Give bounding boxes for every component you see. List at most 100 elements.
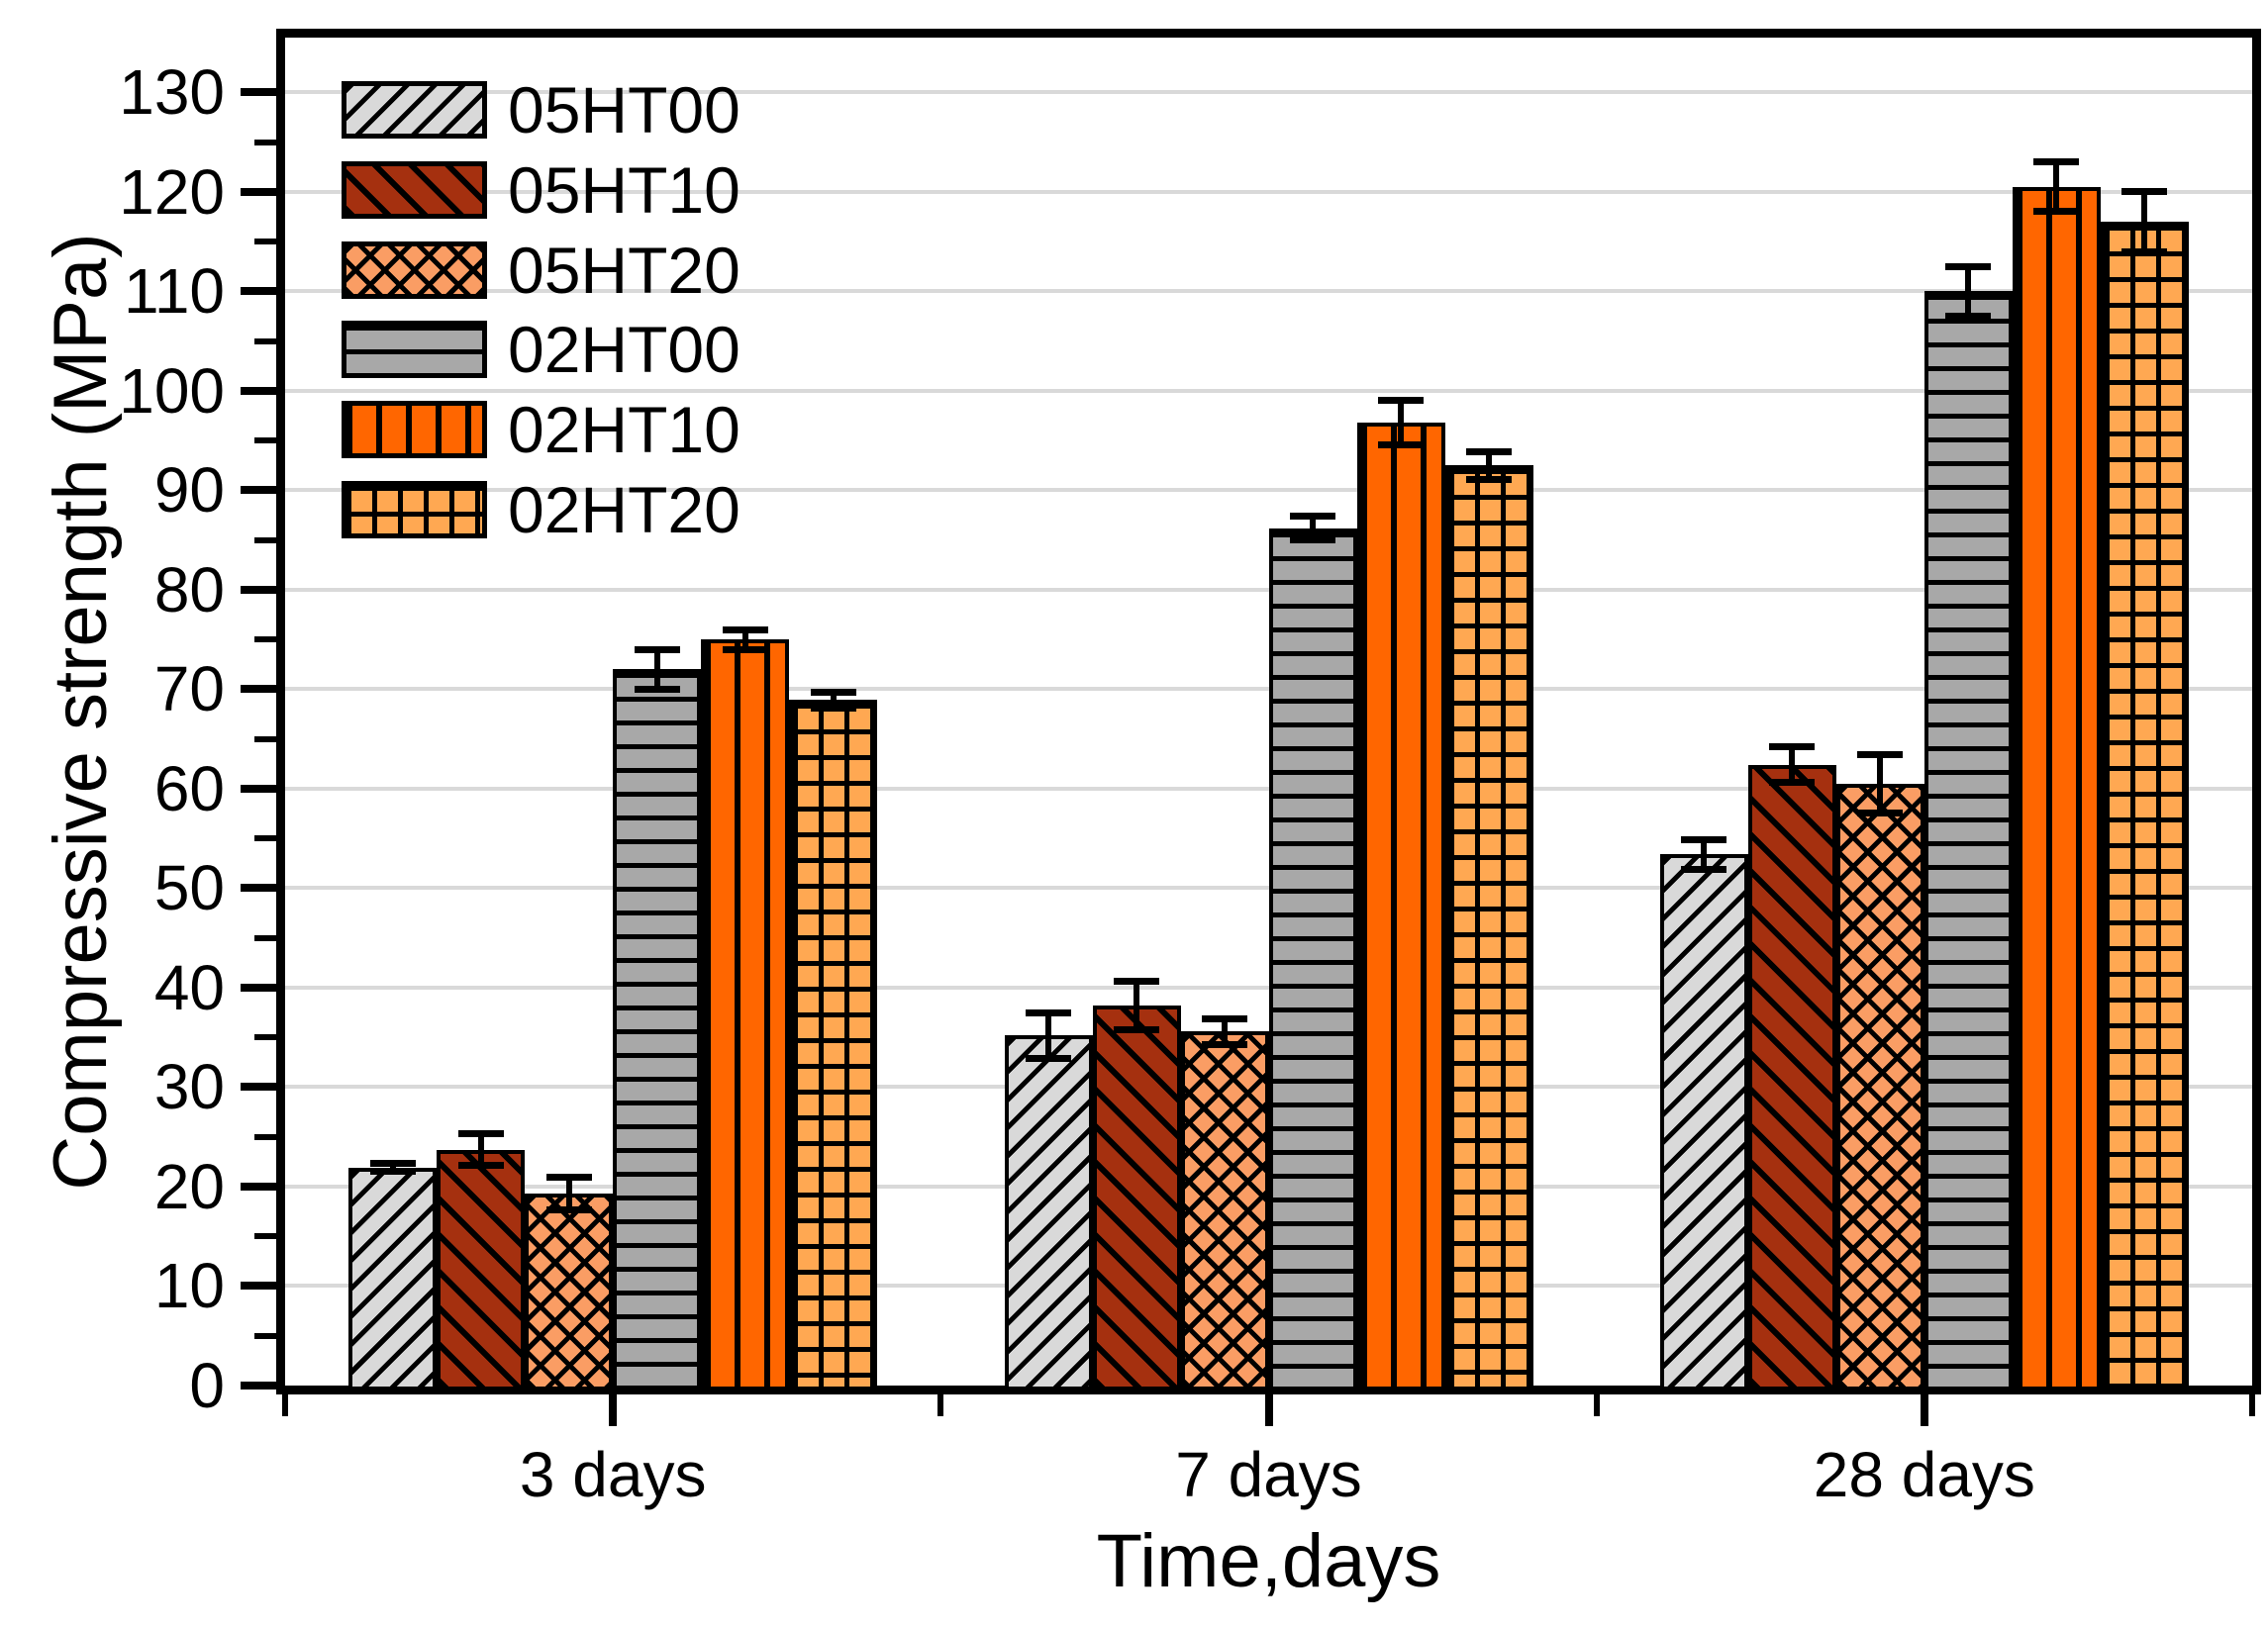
error-bar-cap-bottom	[457, 1162, 504, 1170]
gridline	[285, 90, 2252, 95]
y-major-tick	[241, 486, 276, 495]
error-bar-stem	[389, 1163, 396, 1172]
bar-05HT00-1	[348, 1167, 438, 1390]
error-bar-cap-bottom	[722, 645, 768, 653]
error-bar-stem	[1789, 746, 1796, 783]
error-bar-cap-top	[2121, 188, 2168, 196]
error-bar-cap-bottom	[1681, 865, 1727, 873]
error-bar-cap-top	[2033, 158, 2080, 166]
y-major-tick	[241, 386, 276, 395]
y-major-tick	[241, 1182, 276, 1191]
error-bar-cap-bottom	[1026, 1054, 1071, 1062]
y-tick-label: 60	[153, 752, 225, 824]
bar-02HT00-2	[1268, 527, 1357, 1390]
error-bar-cap-bottom	[545, 1205, 592, 1213]
error-bar-cap-bottom	[1114, 1025, 1159, 1033]
error-bar-cap-top	[545, 1174, 592, 1182]
y-tick-label: 80	[153, 553, 225, 625]
y-minor-tick	[254, 1233, 276, 1240]
y-minor-tick	[254, 835, 276, 842]
bar-02HT20-3	[2100, 221, 2189, 1390]
error-bar-cap-top	[722, 625, 768, 633]
error-bar-cap-bottom	[1378, 440, 1424, 448]
legend-item-02HT20: 02HT20	[342, 477, 936, 550]
x-minor-tick	[2249, 1394, 2255, 1416]
bar-02HT00-3	[1923, 291, 2013, 1390]
legend-swatch-05HT10	[342, 160, 487, 219]
bar-05HT10-1	[437, 1149, 526, 1390]
legend-swatch-05HT20	[342, 240, 487, 299]
error-bar-cap-bottom	[1290, 536, 1335, 544]
error-bar-cap-bottom	[1466, 475, 1512, 483]
error-bar-stem	[2053, 161, 2060, 212]
y-major-tick	[241, 685, 276, 694]
y-minor-tick	[254, 1034, 276, 1041]
bar-02HT10-2	[1356, 422, 1445, 1390]
error-bar-cap-top	[810, 688, 856, 696]
error-bar-stem	[1398, 400, 1404, 445]
y-tick-label: 50	[153, 852, 225, 924]
error-bar-cap-top	[1681, 835, 1727, 843]
y-major-tick	[241, 983, 276, 992]
error-bar-cap-top	[1202, 1014, 1247, 1022]
legend-label-05HT10: 05HT10	[508, 152, 740, 227]
bar-02HT20-1	[789, 700, 878, 1390]
y-minor-tick	[254, 239, 276, 245]
y-minor-tick	[254, 1133, 276, 1140]
bar-02HT00-1	[613, 669, 702, 1390]
error-bar-stem	[1486, 451, 1492, 480]
legend-label-05HT20: 05HT20	[508, 233, 740, 307]
error-bar-cap-bottom	[2121, 247, 2168, 255]
gridline	[285, 289, 2252, 294]
error-bar-stem	[653, 649, 660, 690]
x-minor-tick	[282, 1394, 288, 1416]
legend-item-02HT10: 02HT10	[342, 397, 936, 470]
error-bar-cap-top	[1945, 262, 1992, 270]
y-tick-label: 130	[119, 56, 225, 129]
y-tick-label: 110	[123, 255, 225, 328]
legend-swatch-02HT00	[342, 321, 487, 379]
bar-05HT20-2	[1180, 1031, 1269, 1390]
bar-05HT20-1	[525, 1194, 614, 1390]
error-bar-cap-bottom	[810, 704, 856, 712]
y-tick-label: 20	[153, 1150, 225, 1222]
gridline	[285, 488, 2252, 493]
error-bar-stem	[1045, 1012, 1051, 1059]
error-bar-cap-bottom	[1857, 809, 1904, 816]
y-minor-tick	[254, 437, 276, 444]
category-label: 28 days	[1813, 1439, 2035, 1510]
error-bar-cap-top	[1769, 743, 1816, 751]
error-bar-stem	[1877, 754, 1884, 814]
bar-05HT00-3	[1659, 854, 1748, 1390]
y-tick-label: 40	[153, 951, 225, 1023]
legend-label-02HT10: 02HT10	[508, 393, 740, 467]
bar-05HT00-2	[1004, 1035, 1093, 1390]
error-bar-stem	[1701, 839, 1708, 870]
bar-02HT10-1	[701, 639, 790, 1390]
x-major-tick	[609, 1394, 618, 1426]
y-major-tick	[241, 88, 276, 97]
bar-05HT10-2	[1092, 1006, 1181, 1390]
y-major-tick	[241, 784, 276, 793]
x-major-tick	[1264, 1394, 1273, 1426]
y-axis-title: Compressive strength (MPa)	[39, 233, 123, 1191]
y-major-tick	[241, 1083, 276, 1092]
error-bar-cap-top	[1378, 397, 1424, 405]
legend-item-05HT20: 05HT20	[342, 233, 936, 311]
category-label: 7 days	[1175, 1439, 1362, 1510]
y-major-tick	[241, 287, 276, 296]
error-bar-stem	[477, 1133, 484, 1166]
legend-swatch-05HT00	[342, 81, 487, 139]
error-bar-stem	[1134, 981, 1139, 1030]
error-bar-stem	[2141, 191, 2148, 252]
bar-05HT20-3	[1835, 783, 1924, 1390]
y-major-tick	[241, 1282, 276, 1291]
error-bar-stem	[1310, 516, 1316, 540]
legend-swatch-02HT10	[342, 401, 487, 459]
error-bar-cap-bottom	[2033, 208, 2080, 216]
legend-label-02HT20: 02HT20	[508, 473, 740, 546]
category-label: 3 days	[519, 1439, 707, 1510]
legend-item-05HT00: 05HT00	[342, 77, 936, 150]
error-bar-cap-bottom	[1945, 312, 1992, 320]
